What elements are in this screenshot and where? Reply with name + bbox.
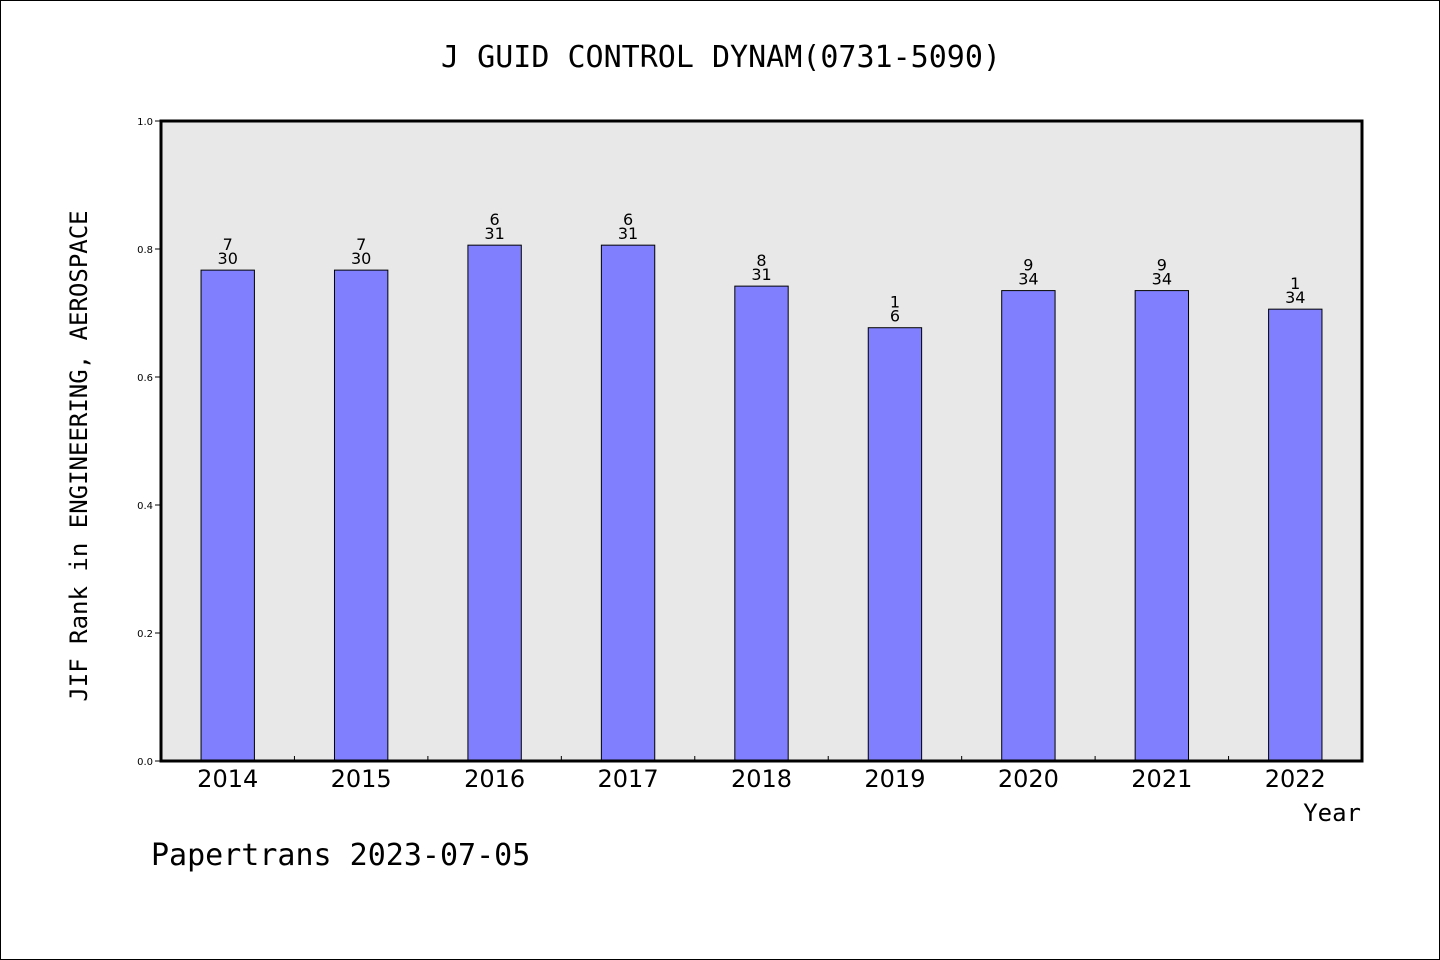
- x-axis: 2014 2015 2016 2017 2018 2019 2020 2021 2022: [197, 756, 1326, 793]
- bar-2016: [467, 244, 522, 762]
- bar-rank-label: 7: [356, 235, 366, 254]
- x-axis-label: Year: [1303, 799, 1361, 827]
- bar-total-label: 31: [484, 224, 504, 243]
- x-tick-label: 2022: [1265, 765, 1326, 793]
- x-tick-label: 2020: [998, 765, 1059, 793]
- bar-rank-label: 6: [623, 210, 633, 229]
- bar-total-label: 30: [218, 249, 238, 268]
- bar-2018: [734, 285, 789, 762]
- bar-2021: [1134, 290, 1190, 762]
- chart-title: J GUID CONTROL DYNAM(0731-5090): [441, 40, 1001, 75]
- bar-2022: [1268, 308, 1323, 762]
- x-tick-label: 2019: [864, 765, 925, 793]
- bar-rank-label: 1: [890, 293, 900, 312]
- y-tick-label: 0.4: [137, 501, 153, 512]
- bar-2014: [200, 269, 255, 762]
- x-tick-label: 2018: [731, 765, 792, 793]
- bar-rank-label: 1: [1290, 274, 1300, 293]
- x-tick-label: 2016: [464, 765, 525, 793]
- x-tick-label: 2017: [598, 765, 659, 793]
- bar-2020: [1001, 290, 1056, 762]
- y-tick-label: 0.2: [137, 629, 153, 640]
- y-tick-label: 0.0: [137, 757, 153, 768]
- x-tick-label: 2014: [197, 765, 258, 793]
- bars-layer: [200, 244, 1323, 762]
- bar-total-label: 31: [618, 224, 638, 243]
- bar-2019: [867, 327, 923, 762]
- bar-rank-label: 9: [1023, 256, 1033, 275]
- y-tick-label: 1.0: [137, 117, 153, 128]
- y-tick-label: 0.8: [137, 245, 153, 256]
- bar-2015: [333, 269, 389, 762]
- y-axis-label: JIF Rank in ENGINEERING, AEROSPACE: [65, 210, 93, 701]
- bar-total-label: 31: [751, 265, 771, 284]
- y-axis: 0.0 0.2 0.4 0.6 0.8 1.0: [137, 117, 161, 768]
- bar-2017: [600, 244, 656, 762]
- bar-rank-label: 6: [490, 210, 500, 229]
- footer-credit: Papertrans 2023-07-05: [151, 838, 530, 873]
- x-tick-label: 2015: [331, 765, 392, 793]
- bar-total-label: 34: [1152, 270, 1172, 289]
- bar-total-label: 6: [890, 307, 900, 326]
- bar-rank-label: 7: [223, 235, 233, 254]
- plot-border: [159, 119, 1364, 763]
- y-tick-label: 0.6: [137, 373, 153, 384]
- x-tick-label: 2021: [1131, 765, 1192, 793]
- bar-total-label: 34: [1285, 288, 1305, 307]
- bar-total-label: 30: [351, 249, 371, 268]
- bar-total-label: 34: [1018, 270, 1038, 289]
- bar-rank-label: 8: [756, 251, 766, 270]
- bar-rank-label: 9: [1157, 256, 1167, 275]
